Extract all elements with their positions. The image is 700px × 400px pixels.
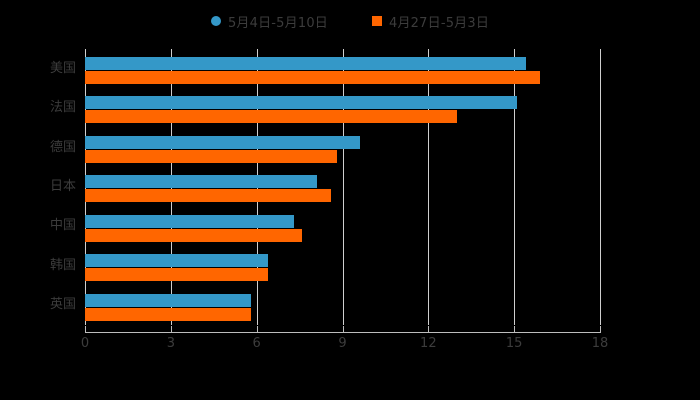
x-axis-tick-label: 0: [80, 336, 90, 351]
legend-item-series-2[interactable]: 4月27日-5月3日: [372, 12, 489, 31]
gridline-x-9: [342, 49, 344, 325]
y-axis-tick-label: 中国: [49, 218, 76, 234]
square-marker-icon: [372, 16, 382, 26]
circle-marker-icon: [210, 16, 221, 26]
bar[interactable]: [85, 149, 337, 163]
x-axis-tick-mark: [342, 326, 344, 332]
gridline-x-15: [514, 49, 516, 325]
x-axis-tick-mark: [428, 326, 430, 332]
x-axis-tick-label: 12: [420, 336, 437, 351]
bar[interactable]: [85, 214, 294, 228]
x-axis-labels: 0 3 6 9 12 15 18: [0, 336, 700, 356]
bar[interactable]: [85, 228, 303, 242]
bar[interactable]: [85, 71, 540, 84]
bar[interactable]: [85, 175, 317, 189]
x-axis-tick-mark: [256, 326, 258, 332]
y-axis-tick-label: 美国: [49, 60, 76, 76]
chart-legend: 5月4日-5月10日 4月27日-5月3日: [0, 10, 700, 32]
y-axis-tick-label: 法国: [49, 100, 76, 116]
bar-group: [85, 207, 600, 246]
plot-area: [85, 49, 601, 325]
bar[interactable]: [85, 254, 269, 268]
bar[interactable]: [85, 96, 518, 110]
x-axis-tick-label: 3: [166, 336, 175, 351]
x-axis-tick-mark: [170, 326, 172, 332]
x-axis-line: [85, 332, 601, 333]
bar[interactable]: [85, 135, 360, 149]
bar-group: [85, 128, 600, 167]
bar[interactable]: [85, 110, 457, 124]
bar[interactable]: [85, 189, 332, 203]
x-axis-tick-label: 9: [338, 336, 347, 351]
y-axis-tick-label: 韩国: [49, 257, 76, 273]
bar[interactable]: [85, 293, 251, 307]
y-axis-tick-label: 日本: [49, 179, 76, 194]
x-axis-tick-mark: [85, 326, 86, 332]
legend-item-series-1[interactable]: 5月4日-5月10日: [210, 12, 328, 31]
bar-group: [85, 88, 600, 127]
y-axis-tick-label: 德国: [49, 139, 76, 155]
y-axis-labels: 美国法国德国日本中国韩国英国: [0, 49, 76, 325]
x-axis-tick-label: 15: [505, 336, 523, 351]
x-axis-tick-label: 6: [252, 336, 261, 351]
bar-group: [85, 49, 600, 88]
bar[interactable]: [85, 268, 269, 282]
bar-group: [85, 286, 600, 325]
bar[interactable]: [85, 307, 251, 321]
legend-label-series-1: 5月4日-5月10日: [227, 15, 328, 31]
bar[interactable]: [85, 57, 526, 70]
gridline-x-18: [600, 49, 601, 325]
y-axis-tick-label: 英国: [49, 297, 76, 313]
x-axis-tick-mark: [514, 326, 516, 332]
bar-group: [85, 167, 600, 206]
x-axis-tick-mark: [600, 326, 601, 332]
x-axis-tick-label: 18: [591, 336, 609, 351]
legend-label-series-2: 4月27日-5月3日: [389, 15, 490, 31]
bar-group: [85, 246, 600, 285]
gridline-x-12: [428, 49, 430, 325]
